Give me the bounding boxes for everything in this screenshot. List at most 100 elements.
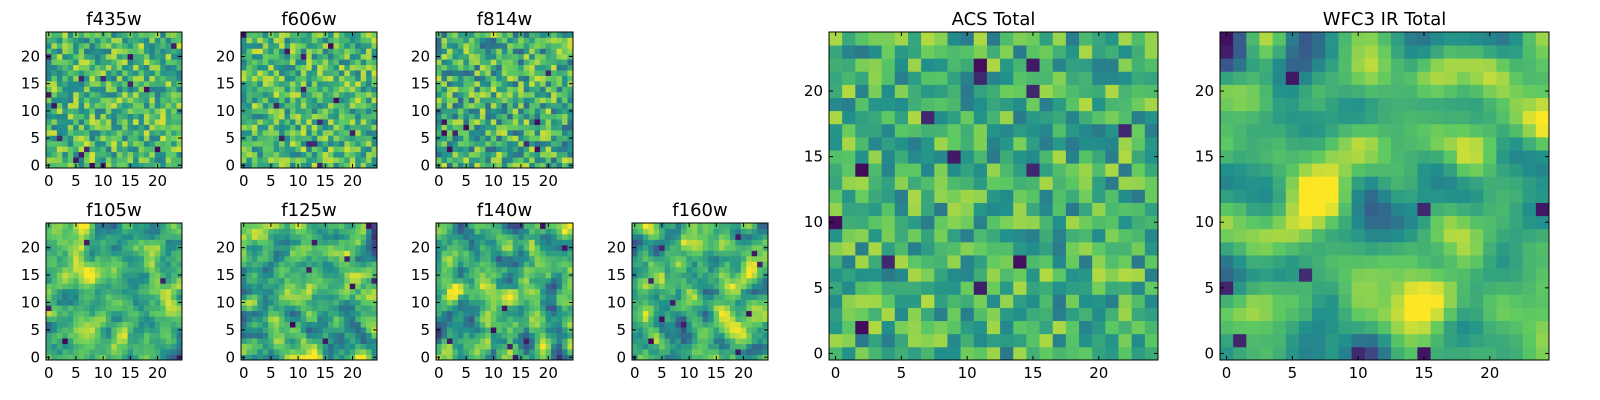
heatmap-cell [171,135,177,142]
heatmap-cell [697,283,704,290]
heatmap-cell [1052,163,1067,177]
heatmap-cell [680,266,687,273]
heatmap-cell [62,250,69,257]
heatmap-cell [751,327,758,333]
heatmap-cell [446,338,453,344]
heatmap-cell [116,310,123,317]
heatmap-cell [165,124,172,131]
heatmap-cell [84,250,90,257]
heatmap-cell [366,349,372,355]
heatmap-cell [485,223,492,229]
heatmap-cell [534,321,541,328]
heatmap-cell [540,119,546,125]
heatmap-cell [485,70,492,76]
heatmap-cell [496,108,503,114]
heatmap-cell [251,80,258,87]
heatmap-cell [366,124,372,131]
heatmap-cell [512,140,519,147]
heatmap-cell [457,294,464,301]
heatmap-cell [338,239,345,246]
heatmap-cell [490,70,497,76]
heatmap-cell [534,113,541,120]
heatmap-cell [829,320,843,335]
heatmap-cell [829,176,843,190]
heatmap-cell [474,244,481,251]
heatmap-cell [300,250,307,257]
heatmap-cell [686,294,693,301]
heatmap-cell [496,288,503,295]
heatmap-cell [78,321,85,328]
heatmap-cell [273,140,280,147]
heatmap-cell [311,48,318,55]
heatmap-cell [686,299,693,306]
heatmap-cell [366,42,372,49]
heatmap-cell [457,327,464,333]
heatmap-cell [100,327,107,333]
heatmap-cell [116,316,123,323]
heatmap-cell [257,146,264,153]
heatmap-cell [670,266,676,273]
heatmap-cell [355,299,362,306]
heatmap-cell [111,277,118,284]
heatmap-cell [349,75,356,82]
heatmap-cell [100,146,107,153]
heatmap-cell [670,261,676,268]
heatmap-cell [540,146,546,153]
heatmap-cell [122,53,128,60]
heatmap-cell [355,135,362,142]
heatmap-cell [360,327,367,333]
heatmap-cell [659,316,666,323]
heatmap-cell [262,288,269,295]
heatmap-cell [729,288,736,295]
heatmap-cell [295,91,302,98]
heatmap-cell [724,255,731,262]
heatmap-cell [257,151,264,158]
heatmap-cell [311,64,318,71]
heatmap-cell [512,354,519,361]
heatmap-cell [1039,255,1054,269]
heatmap-cell [160,223,167,229]
heatmap-cell [51,244,58,251]
heatmap-cell [551,108,557,114]
heatmap-cell [691,354,698,361]
heatmap-cell [338,354,345,361]
heatmap-cell [507,316,514,323]
heatmap-cell [719,332,725,339]
heatmap-cell [333,140,340,147]
heatmap-cell [78,266,85,273]
heatmap-cell [149,48,156,55]
heatmap-cell [344,349,351,355]
heatmap-cell [322,151,329,158]
heatmap-cell [868,228,883,243]
heatmap-cell [138,53,145,60]
heatmap-cell [1131,294,1146,308]
heatmap-cell [659,310,666,317]
heatmap-cell [518,277,525,284]
heatmap-cell [51,157,58,163]
heatmap-cell [241,140,247,147]
heatmap-cell [300,86,307,93]
heatmap-cell [67,343,74,350]
heatmap-cell [122,233,128,240]
heatmap-cell [160,228,167,235]
heatmap-cell [94,135,101,142]
heatmap-cell [697,223,704,229]
heatmap-cell [311,102,318,109]
heatmap-cell [868,241,883,256]
heatmap-cell [562,343,568,350]
heatmap-cell [89,102,96,109]
heatmap-cell [446,102,453,109]
heatmap-cell [328,223,334,229]
heatmap-cell [436,321,442,328]
x-tick-label: 15 [316,364,335,382]
heatmap-cell [529,294,536,301]
heatmap-cell [257,299,264,306]
heatmap-cell [127,129,134,136]
heatmap-cell [338,338,345,344]
heatmap-cell [51,91,58,98]
heatmap-cell [523,223,530,229]
heatmap-cell [149,113,156,120]
heatmap-cell [67,294,74,301]
heatmap-cell [122,316,128,323]
heatmap-cell [273,310,280,317]
